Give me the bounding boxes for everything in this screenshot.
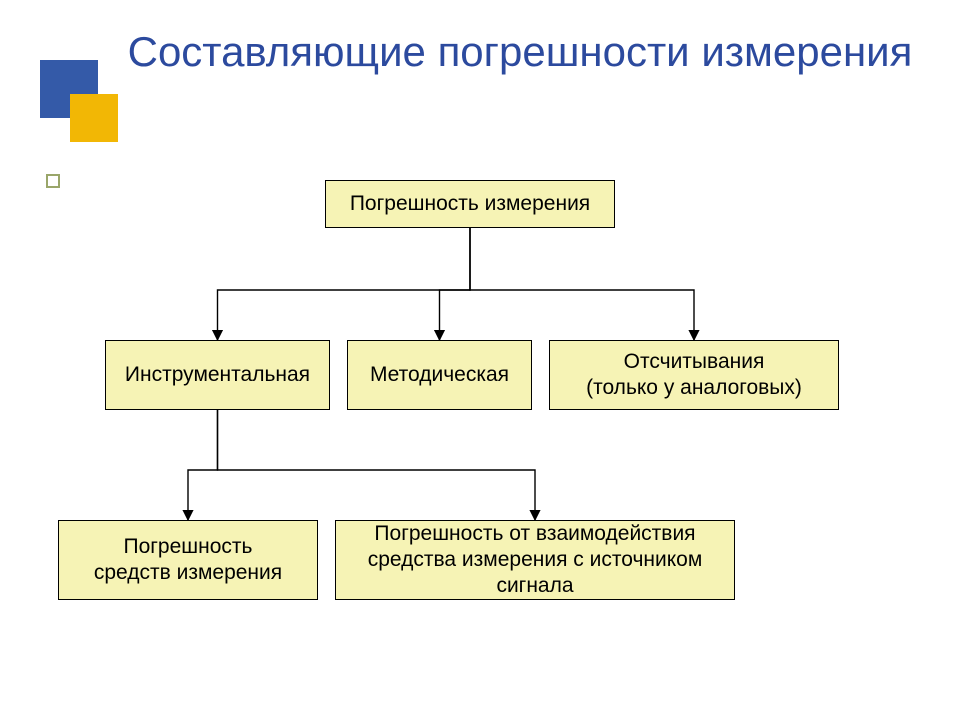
node-root: Погрешность измерения	[325, 180, 615, 228]
node-methodical: Методическая	[347, 340, 532, 410]
node-method-label: Методическая	[370, 362, 509, 388]
decor-bullet	[46, 174, 60, 188]
page-title: Составляющие погрешности измерения	[120, 28, 920, 76]
node-means-label: Погрешностьсредств измерения	[94, 534, 282, 587]
node-read-label: Отсчитывания(только у аналоговых)	[586, 349, 802, 402]
decor-yellow-square	[70, 94, 118, 142]
node-root-label: Погрешность измерения	[350, 191, 590, 217]
node-interaction: Погрешность от взаимодействиясредства из…	[335, 520, 735, 600]
node-instr-label: Инструментальная	[125, 362, 310, 388]
node-reading: Отсчитывания(только у аналоговых)	[549, 340, 839, 410]
node-inter-label: Погрешность от взаимодействиясредства из…	[368, 521, 703, 600]
node-instrumental: Инструментальная	[105, 340, 330, 410]
node-means-error: Погрешностьсредств измерения	[58, 520, 318, 600]
